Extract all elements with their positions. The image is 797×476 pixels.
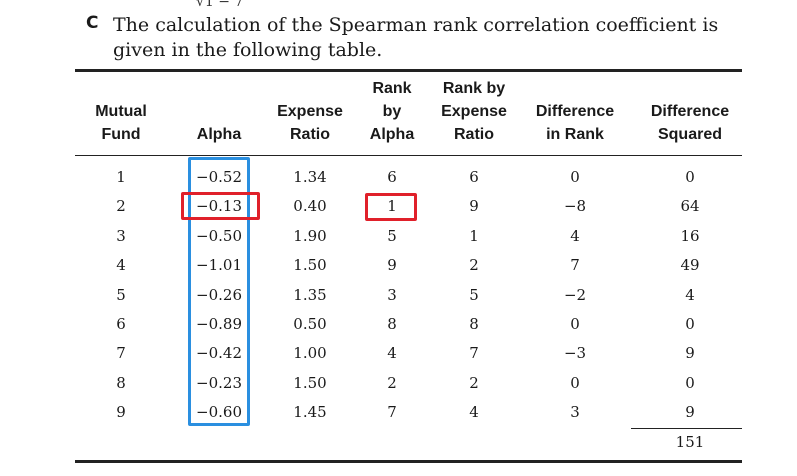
cell-diff-squared: 0 xyxy=(685,168,695,186)
cell-rank-alpha: 8 xyxy=(387,315,397,333)
cell-rank-expense: 1 xyxy=(469,226,479,245)
header-mutual-fund-line1: Mutual xyxy=(95,103,147,120)
cell-diff-rank: −2 xyxy=(563,285,587,304)
cell-rank-expense: 2 xyxy=(469,373,479,392)
cell-diff-rank: 0 xyxy=(570,315,580,333)
alpha-column-highlight xyxy=(188,157,250,426)
cell-rank-alpha: 4 xyxy=(387,344,397,363)
cell-expense-ratio: 0.50 xyxy=(293,315,327,333)
rank-cell-highlight xyxy=(365,193,417,221)
header-difference-squared-line2: Squared xyxy=(657,126,722,143)
header-rank-by-expense-ratio: Rank by Expense Ratio xyxy=(429,77,519,146)
cell-diff-squared: 0 xyxy=(685,373,695,392)
question-label: C xyxy=(86,13,99,33)
header-difference-in-rank-line2: in Rank xyxy=(546,126,604,143)
cell-rank-alpha: 1 xyxy=(387,197,397,216)
header-rank-by-alpha-line1: Rank xyxy=(372,80,412,97)
header-difference-in-rank: Difference in Rank xyxy=(522,100,628,146)
cell-rank-expense: 7 xyxy=(469,344,479,363)
cell-alpha: −0.26 xyxy=(196,285,242,304)
cell-expense-ratio: 1.35 xyxy=(293,285,327,304)
header-mutual-fund-line2: Fund xyxy=(101,126,141,143)
cell-rank-alpha: 3 xyxy=(387,285,397,304)
cell-alpha: −0.50 xyxy=(196,226,242,245)
intro-text: The calculation of the Spearman rank cor… xyxy=(113,14,719,61)
cell-rank-expense: 6 xyxy=(469,168,479,186)
header-rank-by-alpha-line3: Alpha xyxy=(369,126,415,143)
cell-fund: 9 xyxy=(116,403,126,422)
header-expense-ratio-line1: Expense xyxy=(277,103,343,120)
header-rank-by-alpha-line2: by xyxy=(382,103,402,120)
cell-alpha: −0.13 xyxy=(196,197,242,216)
cell-rank-alpha: 9 xyxy=(387,256,397,275)
cell-alpha: −0.23 xyxy=(196,373,242,392)
cell-fund: 7 xyxy=(116,344,126,363)
cell-diff-rank: 7 xyxy=(570,256,580,275)
header-alpha: Alpha xyxy=(181,123,257,146)
cell-diff-squared: 0 xyxy=(685,315,695,333)
header-difference-squared-line1: Difference xyxy=(650,103,730,120)
cell-expense-ratio: 0.40 xyxy=(293,197,327,216)
cell-alpha: −0.60 xyxy=(196,403,242,422)
cell-expense-ratio: 1.45 xyxy=(293,403,327,422)
table-header-rule xyxy=(75,155,742,156)
cell-expense-ratio: 1.00 xyxy=(293,344,327,363)
alpha-cell-highlight xyxy=(181,192,260,220)
cell-fund: 8 xyxy=(116,373,126,392)
header-rank-by-expense-line1: Rank by xyxy=(442,80,506,97)
cell-alpha: −0.89 xyxy=(196,315,242,333)
header-mutual-fund: Mutual Fund xyxy=(80,100,162,146)
cell-diff-rank: 0 xyxy=(570,168,580,186)
cell-diff-squared: 9 xyxy=(685,344,695,363)
table-bottom-rule xyxy=(75,460,742,463)
header-expense-ratio: Expense Ratio xyxy=(268,100,352,146)
cell-diff-rank: 0 xyxy=(570,373,580,392)
cell-rank-expense: 5 xyxy=(469,285,479,304)
cell-diff-rank: 3 xyxy=(570,403,580,422)
cell-alpha: −0.52 xyxy=(196,168,242,186)
cell-rank-expense: 2 xyxy=(469,256,479,275)
cell-diff-squared: 4 xyxy=(685,285,695,304)
cell-diff-rank: −8 xyxy=(563,197,587,216)
cell-expense-ratio: 1.34 xyxy=(293,168,327,186)
cell-rank-expense: 4 xyxy=(469,403,479,422)
header-rank-by-expense-line2: Expense xyxy=(441,103,507,120)
cell-alpha: −1.01 xyxy=(196,256,242,275)
cell-fund: 6 xyxy=(116,315,126,333)
cell-diff-rank: −3 xyxy=(563,344,587,363)
table-top-rule xyxy=(75,69,742,72)
cell-expense-ratio: 1.50 xyxy=(293,373,327,392)
cell-diff-squared: 49 xyxy=(680,256,700,275)
cell-fund: 4 xyxy=(116,256,126,275)
cell-rank-alpha: 7 xyxy=(387,403,397,422)
header-expense-ratio-line2: Ratio xyxy=(290,126,330,143)
cell-fund: 1 xyxy=(116,168,126,186)
cropped-formula-fragment: √1 − 7 xyxy=(196,0,244,10)
cell-fund: 3 xyxy=(116,226,126,245)
cell-rank-expense: 8 xyxy=(469,315,479,333)
cell-rank-alpha: 6 xyxy=(387,168,397,186)
sum-rule xyxy=(631,428,742,429)
header-difference-in-rank-line1: Difference xyxy=(535,103,615,120)
cell-rank-alpha: 2 xyxy=(387,373,397,392)
cell-alpha: −0.42 xyxy=(196,344,242,363)
cell-fund: 5 xyxy=(116,285,126,304)
cell-diff-squared: 9 xyxy=(685,403,695,422)
header-difference-squared: Difference Squared xyxy=(638,100,742,146)
cell-fund: 2 xyxy=(116,197,126,216)
cell-diff-squared: 64 xyxy=(680,197,700,216)
cell-diff-rank: 4 xyxy=(570,226,580,245)
header-rank-by-expense-line3: Ratio xyxy=(454,126,494,143)
cell-expense-ratio: 1.90 xyxy=(293,226,327,245)
cell-diff-squared: 16 xyxy=(680,226,700,245)
total-sum: 151 xyxy=(675,433,705,451)
cell-rank-expense: 9 xyxy=(469,197,479,216)
header-rank-by-alpha: Rank by Alpha xyxy=(352,77,432,146)
header-alpha-line1: Alpha xyxy=(196,126,242,143)
cell-rank-alpha: 5 xyxy=(387,226,397,245)
cell-expense-ratio: 1.50 xyxy=(293,256,327,275)
